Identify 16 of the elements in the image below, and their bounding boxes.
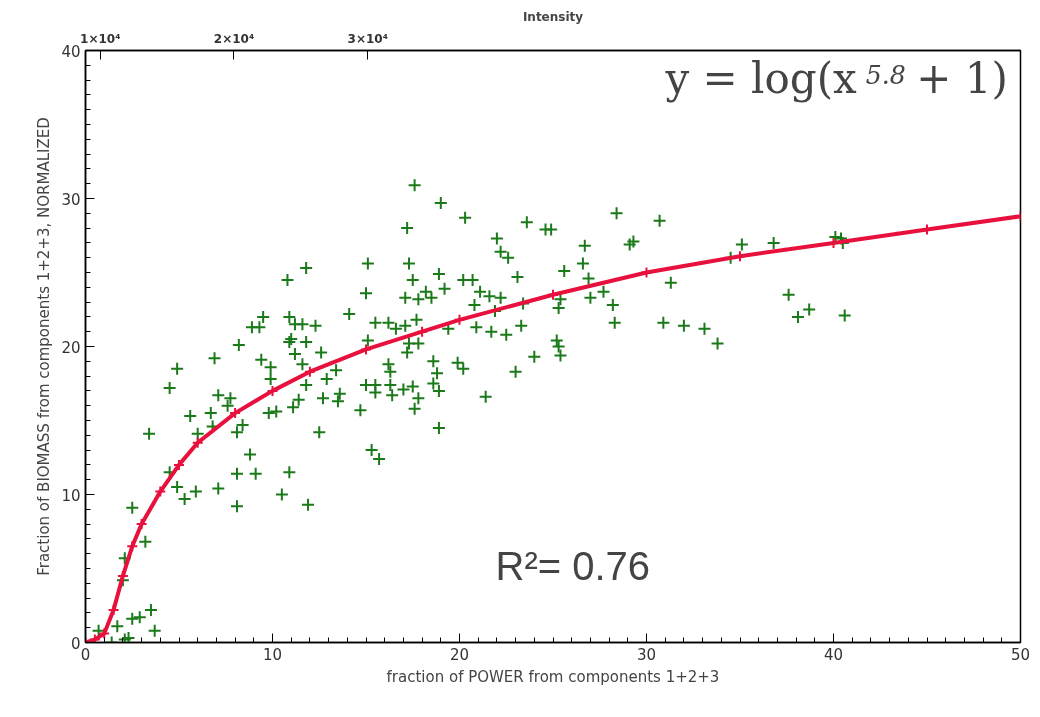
annotation: R²= 0.76 bbox=[495, 543, 651, 588]
x-tick-label: 10 bbox=[262, 645, 283, 664]
y-axis-title: Fraction of BIOMASS from components 1+2+3, NORMALIZED bbox=[35, 117, 54, 576]
x-tick-label: 40 bbox=[823, 645, 844, 664]
x2-tick-label: 2×10⁴ bbox=[213, 31, 255, 46]
y-tick-label: 40 bbox=[61, 42, 81, 61]
x-tick-label: 20 bbox=[449, 645, 470, 664]
y-tick-label: 20 bbox=[61, 338, 81, 357]
x2-tick-label: 3×10⁴ bbox=[347, 31, 388, 46]
x-tick-label: 30 bbox=[636, 645, 657, 664]
x2-tick-label: 1×10⁴ bbox=[80, 31, 121, 46]
y-tick-label: 10 bbox=[61, 486, 81, 505]
x-tick-label: 50 bbox=[1010, 645, 1031, 664]
x2-axis-title: Intensity bbox=[522, 9, 584, 24]
x-axis-title: fraction of POWER from components 1+2+3 bbox=[386, 667, 720, 686]
y-tick-label: 30 bbox=[61, 190, 81, 209]
